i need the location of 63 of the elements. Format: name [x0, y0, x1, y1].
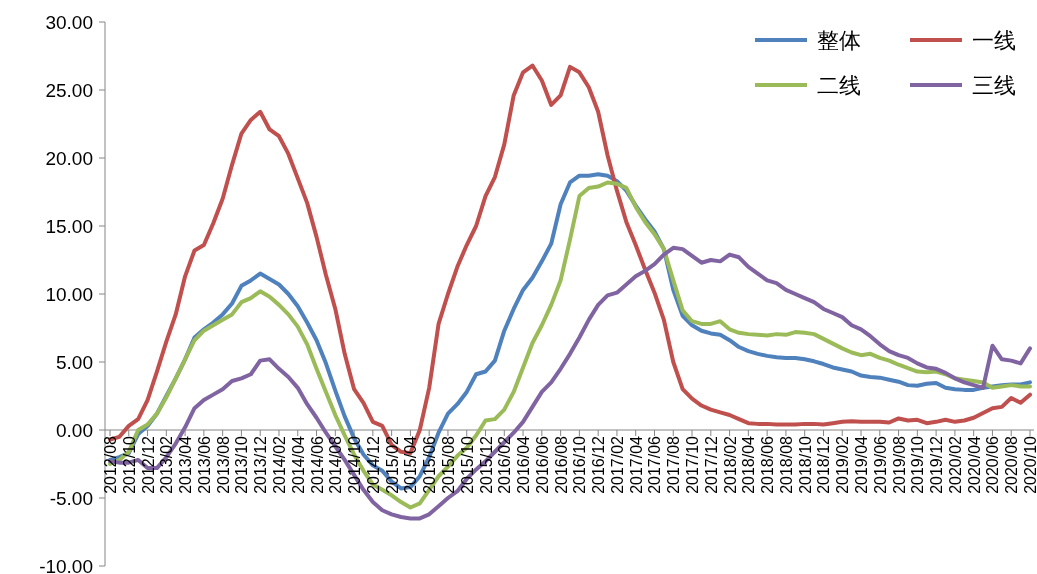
x-tick-label: 2017/02 [608, 435, 626, 494]
x-tick-label: 2019/06 [871, 435, 889, 494]
x-tick-label: 2015/12 [477, 435, 495, 494]
y-tick-label: 20.00 [45, 148, 93, 169]
x-tick-label: 2013/06 [195, 435, 213, 494]
x-tick-label: 2014/04 [289, 435, 307, 494]
x-tick-label: 2016/10 [571, 435, 589, 494]
legend-label: 一线 [972, 28, 1016, 53]
x-tick-label: 2019/12 [928, 435, 946, 494]
x-tick-label: 2014/08 [327, 435, 345, 494]
x-tick-label: 2015/04 [402, 435, 420, 494]
x-tick-label: 2020/10 [1022, 435, 1037, 494]
x-tick-label: 2014/06 [308, 435, 326, 494]
y-tick-label: -10.00 [39, 556, 93, 574]
x-tick-label: 2019/04 [853, 435, 871, 494]
x-tick-label: 2018/10 [796, 435, 814, 494]
x-tick-label: 2017/04 [627, 435, 645, 494]
x-tick-label: 2016/12 [590, 435, 608, 494]
x-tick-label: 2018/08 [777, 435, 795, 494]
x-tick-label: 2015/06 [421, 435, 439, 494]
x-tick-label: 2016/04 [515, 435, 533, 494]
x-tick-label: 2014/12 [364, 435, 382, 494]
x-tick-label: 2013/04 [177, 435, 195, 494]
x-tick-label: 2013/02 [158, 435, 176, 494]
y-tick-label: 0.00 [56, 420, 93, 441]
x-tick-label: 2017/12 [702, 435, 720, 494]
x-tick-label: 2013/12 [252, 435, 270, 494]
x-tick-label: 2020/02 [946, 435, 964, 494]
x-tick-label: 2017/08 [665, 435, 683, 494]
legend-label: 整体 [817, 28, 861, 53]
y-tick-label: 25.00 [45, 80, 93, 101]
x-tick-label: 2013/08 [214, 435, 232, 494]
x-tick-label: 2018/12 [815, 435, 833, 494]
y-tick-label: 30.00 [45, 12, 93, 33]
y-tick-label: 15.00 [45, 216, 93, 237]
x-tick-label: 2013/10 [233, 435, 251, 494]
x-tick-label: 2017/06 [646, 435, 664, 494]
x-tick-label: 2019/02 [834, 435, 852, 494]
y-tick-label: 5.00 [56, 352, 93, 373]
x-tick-label: 2020/08 [1003, 435, 1021, 494]
x-tick-label: 2019/08 [890, 435, 908, 494]
x-tick-label: 2020/04 [965, 435, 983, 494]
x-tick-label: 2012/12 [139, 435, 157, 494]
x-tick-label: 2014/10 [346, 435, 364, 494]
x-tick-label: 2015/02 [383, 435, 401, 494]
y-tick-label: -5.00 [49, 488, 93, 509]
x-tick-label: 2015/10 [458, 435, 476, 494]
x-tick-label: 2018/04 [740, 435, 758, 494]
legend-label: 二线 [817, 73, 861, 98]
x-tick-label: 2017/10 [684, 435, 702, 494]
x-tick-label: 2016/02 [496, 435, 514, 494]
legend-label: 三线 [972, 73, 1016, 98]
x-tick-label: 2016/08 [552, 435, 570, 494]
x-tick-label: 2012/08 [102, 435, 119, 494]
x-tick-label: 2019/10 [909, 435, 927, 494]
x-tick-label: 2020/06 [984, 435, 1002, 494]
x-tick-label: 2012/10 [120, 435, 138, 494]
x-tick-label: 2016/06 [533, 435, 551, 494]
x-tick-label: 2015/08 [439, 435, 457, 494]
x-tick-label: 2018/06 [759, 435, 777, 494]
x-tick-label: 2018/02 [721, 435, 739, 494]
x-tick-label: 2014/02 [270, 435, 288, 494]
y-tick-label: 10.00 [45, 284, 93, 305]
